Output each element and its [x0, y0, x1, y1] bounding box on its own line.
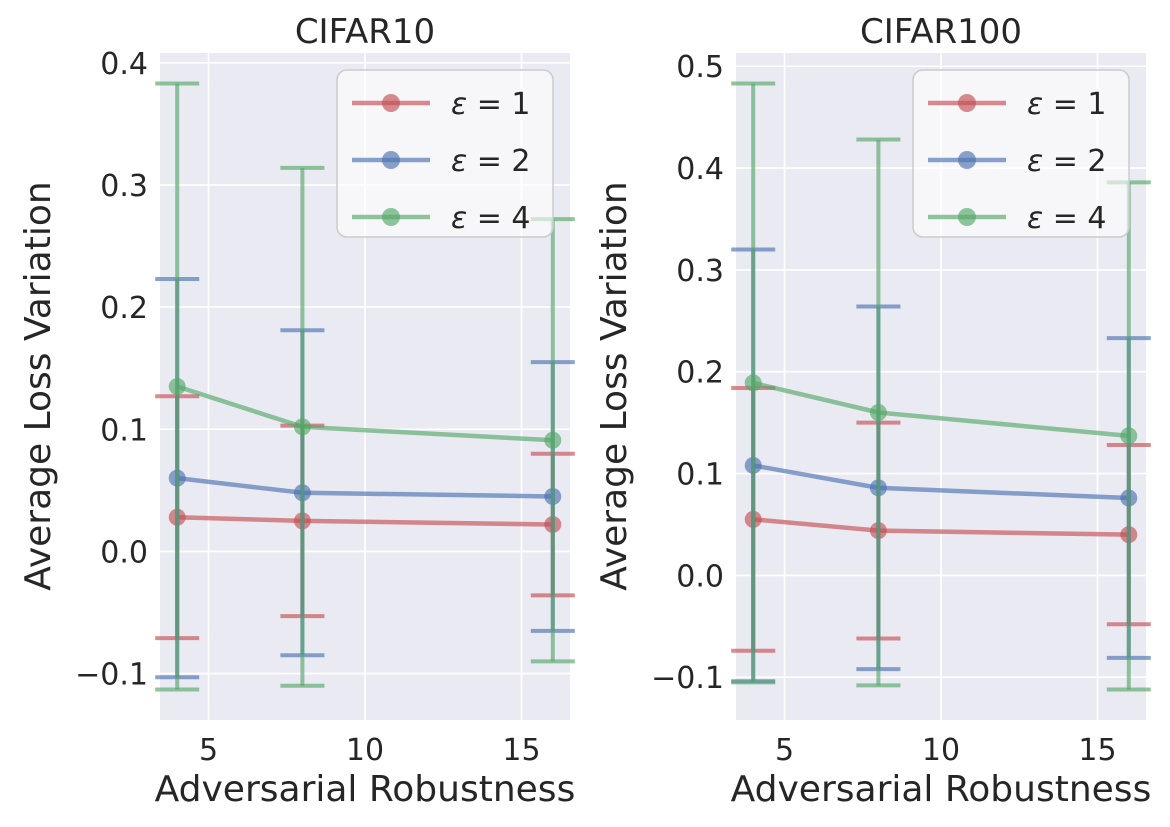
right-plot-xlabel: Adversarial Robustness [731, 769, 1152, 810]
legend-marker [958, 208, 976, 226]
data-point [168, 378, 186, 395]
legend-marker [958, 151, 976, 169]
x-tick-label: 10 [922, 733, 960, 768]
legend-label: ε = 4 [451, 201, 531, 236]
legend-label: ε = 4 [1027, 201, 1107, 236]
data-point [744, 374, 762, 392]
y-tick-label: 0.0 [676, 559, 724, 594]
right-plot-title: CIFAR100 [860, 12, 1022, 52]
plot-cifar100: −0.10.00.10.20.30.40.55 10 15ε = 1ε = 2ε =… [651, 50, 1151, 768]
x-tick-label: 5 [775, 733, 794, 768]
plot-cifar10: −0.1 0.0 0.1 0.2 0.3 0.4 5 10 15 ε = 1 ε = 2 ε = 4 [75, 47, 575, 768]
y-tick-label: 0.1 [676, 458, 724, 493]
y-tick-label: −0.1 [75, 658, 148, 693]
y-tick-label: 0.3 [100, 169, 148, 204]
x-tick-label: 5 [199, 733, 218, 768]
right-plot-ylabel: Average Loss Variation [594, 181, 635, 590]
y-tick-label: −0.1 [651, 661, 724, 696]
legend-label: ε = 1 [1027, 87, 1107, 122]
y-tick-label: 0.4 [100, 47, 148, 82]
y-tick-label: 0.4 [676, 152, 724, 187]
data-point [1120, 427, 1138, 445]
series-epsilon-4 [155, 81, 575, 692]
series-epsilon-4 [731, 81, 1151, 692]
y-tick-label: 0.5 [676, 50, 724, 85]
x-tick-label: 15 [502, 733, 540, 768]
y-tick-label: 0.0 [100, 535, 148, 570]
y-tick-label: 0.2 [100, 291, 148, 326]
legend-marker [382, 208, 400, 226]
left-plot-title: CIFAR10 [295, 12, 435, 52]
y-tick-label: 0.2 [676, 356, 724, 391]
data-point [869, 403, 887, 421]
x-tick-label: 10 [346, 733, 384, 768]
x-tick-label: 15 [1078, 733, 1116, 768]
legend-marker [382, 151, 400, 169]
data-point [293, 418, 311, 436]
plots-layer: −0.10.00.10.20.30.45 10 15ε = 1ε = 2ε = 4−… [75, 47, 1151, 768]
left-plot-xlabel: Adversarial Robustness [155, 769, 576, 810]
legend-label: ε = 2 [451, 144, 531, 179]
y-tick-label: 0.1 [100, 413, 148, 448]
y-tick-label: 0.3 [676, 254, 724, 289]
data-point [544, 431, 562, 449]
legend-label: ε = 1 [451, 87, 531, 122]
legend-marker [958, 94, 976, 112]
legend: ε = 1 ε = 2 ε = 4 [912, 69, 1130, 238]
legend-marker [382, 94, 400, 112]
legend-label: ε = 2 [1027, 144, 1107, 179]
left-plot-ylabel: Average Loss Variation [18, 181, 59, 590]
legend: ε = 1 ε = 2 ε = 4 [336, 69, 554, 238]
